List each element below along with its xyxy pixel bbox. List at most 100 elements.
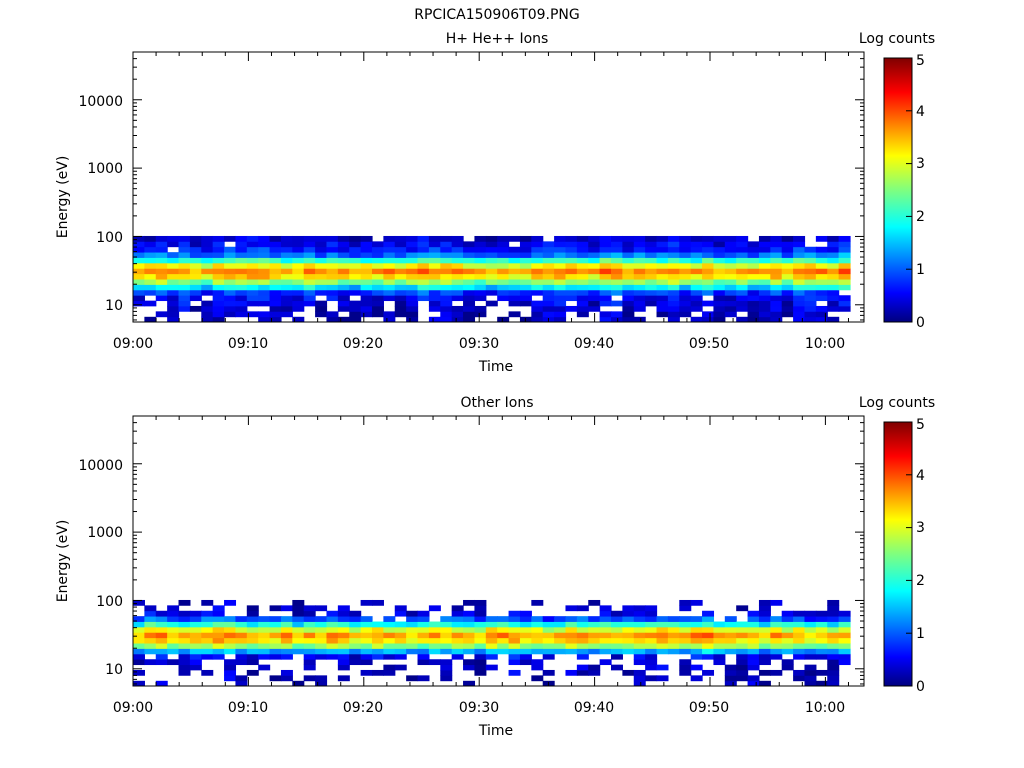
heatmap-cell [406,675,419,682]
heatmap-cell [531,252,544,258]
heatmap-cell [622,235,635,242]
heatmap-cell [565,637,578,644]
heatmap-cell [747,610,760,617]
heatmap-cell [360,300,373,307]
heatmap-cell [280,241,293,248]
heatmap-cell [497,626,510,633]
heatmap-cell [770,616,783,622]
heatmap-cell [690,626,703,633]
heatmap-cell [690,664,703,671]
heatmap-cell [372,643,384,649]
heatmap-cell [815,616,828,622]
heatmap-cell [838,273,851,280]
heatmap-cell [440,316,453,323]
heatmap-cell [611,648,623,655]
heatmap-cell [770,632,783,639]
heatmap-cell [485,289,498,296]
heatmap-cell [667,295,680,302]
heatmap-cell [394,279,407,285]
heatmap-cell [770,241,783,248]
heatmap-cell [133,621,145,628]
heatmap-cell [599,643,612,649]
heatmap-cell [702,311,715,318]
heatmap-cell [497,246,510,253]
heatmap-cell [622,621,635,628]
heatmap-cell [611,653,623,660]
heatmap-cell [280,605,293,612]
heatmap-cell [451,257,464,264]
heatmap-cell [702,626,715,633]
heatmap-cell [246,632,259,639]
heatmap-cell [246,246,259,253]
heatmap-cell [235,653,248,660]
heatmap-cell [815,669,828,676]
heatmap-cell [326,235,339,242]
heatmap-cell [394,289,407,296]
heatmap-cell [451,235,464,242]
heatmap-cell [702,279,715,285]
heatmap-cell [781,262,794,269]
heatmap-cell [144,262,157,269]
heatmap-cell [645,664,658,671]
heatmap-cell [599,262,612,269]
heatmap-cell [167,257,180,264]
heatmap-cell [406,284,419,291]
heatmap-cell [645,643,658,649]
heatmap-cell [656,643,669,649]
heatmap-cell [258,632,271,639]
heatmap-cell [736,605,749,612]
heatmap-cell [394,664,407,671]
heatmap-cell [280,235,293,242]
heatmap-cell [349,252,362,258]
heatmap-cell [292,252,305,258]
heatmap-cell [315,637,328,644]
heatmap-cell [235,305,248,312]
heatmap-cell [724,311,737,318]
heatmap-cell [269,235,282,242]
heatmap-cell [497,295,510,302]
heatmap-cell [463,626,476,633]
heatmap-cell [838,235,851,242]
heatmap-cell [815,648,828,655]
heatmap-cell [201,257,214,264]
heatmap-cell [372,626,384,633]
heatmap-cell [246,268,259,275]
heatmap-cell [645,235,658,242]
heatmap-cell [133,599,145,606]
heatmap-cell [667,626,680,633]
heatmap-cell [679,616,692,622]
heatmap-cell [827,257,840,264]
heatmap-cell [702,235,715,242]
heatmap-cell [690,246,703,253]
heatmap-cell [337,279,350,285]
heatmap-cell [611,616,623,622]
heatmap-cell [508,273,521,280]
heatmap-cell [804,268,817,275]
heatmap-cell [167,289,180,296]
heatmap-cell [428,621,441,628]
heatmap-cell [645,273,658,280]
heatmap-cell [838,653,851,660]
heatmap-cell [827,316,840,323]
heatmap-cell [576,669,589,676]
heatmap-cell [360,241,373,248]
heatmap-cell [167,268,180,275]
heatmap-cell [554,637,567,644]
heatmap-cell [793,295,806,302]
heatmap-cell [303,637,316,644]
heatmap-cell [155,252,168,258]
heatmap-cell [781,664,794,671]
heatmap-cell [599,311,612,318]
heatmap-cell [827,268,840,275]
heatmap-cell [611,311,623,318]
heatmap-cell [406,610,419,617]
heatmap-cell [246,311,259,318]
heatmap-cell [576,257,589,264]
heatmap-cell [349,241,362,248]
panel-1-xtick-0: 09:00 [113,336,153,352]
heatmap-cell [280,643,293,649]
heatmap-cell [372,252,384,258]
heatmap-cell [827,273,840,280]
heatmap-cell [622,279,635,285]
heatmap-cell [781,632,794,639]
